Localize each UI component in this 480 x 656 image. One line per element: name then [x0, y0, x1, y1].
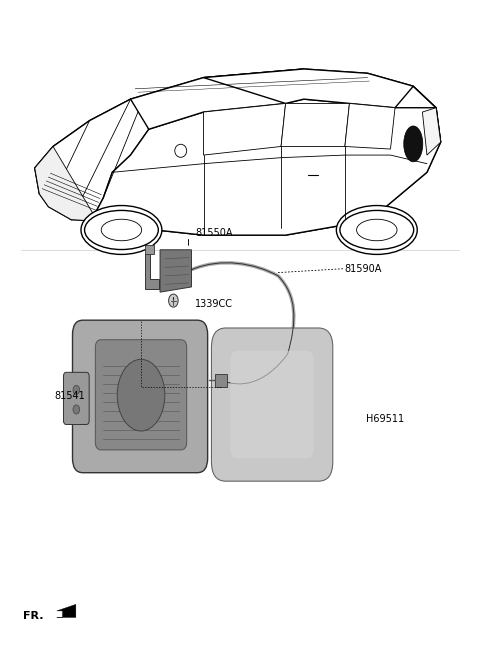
Polygon shape — [204, 69, 413, 108]
FancyBboxPatch shape — [72, 320, 208, 473]
Polygon shape — [145, 245, 155, 255]
Polygon shape — [281, 104, 349, 146]
Polygon shape — [145, 255, 159, 289]
Polygon shape — [345, 104, 395, 149]
Text: 81590A: 81590A — [345, 264, 382, 274]
Text: 1339CC: 1339CC — [195, 298, 233, 309]
Polygon shape — [131, 69, 304, 129]
FancyBboxPatch shape — [96, 340, 187, 450]
Polygon shape — [35, 99, 149, 220]
Polygon shape — [35, 69, 441, 235]
Ellipse shape — [117, 359, 165, 431]
Ellipse shape — [404, 126, 423, 162]
Ellipse shape — [101, 219, 142, 241]
Circle shape — [73, 385, 80, 394]
Polygon shape — [35, 146, 103, 221]
Text: 81550A: 81550A — [195, 228, 233, 238]
Ellipse shape — [336, 205, 417, 255]
Text: H69511: H69511 — [366, 414, 404, 424]
Text: 81541: 81541 — [55, 392, 85, 401]
Ellipse shape — [340, 211, 414, 249]
Text: FR.: FR. — [24, 611, 44, 621]
Polygon shape — [160, 250, 192, 292]
Ellipse shape — [357, 219, 397, 241]
FancyBboxPatch shape — [212, 328, 333, 482]
Polygon shape — [422, 108, 441, 155]
Polygon shape — [57, 604, 76, 617]
Ellipse shape — [175, 144, 187, 157]
FancyBboxPatch shape — [63, 373, 89, 424]
Ellipse shape — [81, 205, 162, 255]
Polygon shape — [94, 99, 441, 235]
Circle shape — [168, 294, 178, 307]
FancyBboxPatch shape — [230, 351, 314, 459]
Ellipse shape — [84, 211, 158, 249]
FancyBboxPatch shape — [215, 375, 227, 387]
Polygon shape — [204, 104, 286, 155]
Circle shape — [73, 405, 80, 414]
